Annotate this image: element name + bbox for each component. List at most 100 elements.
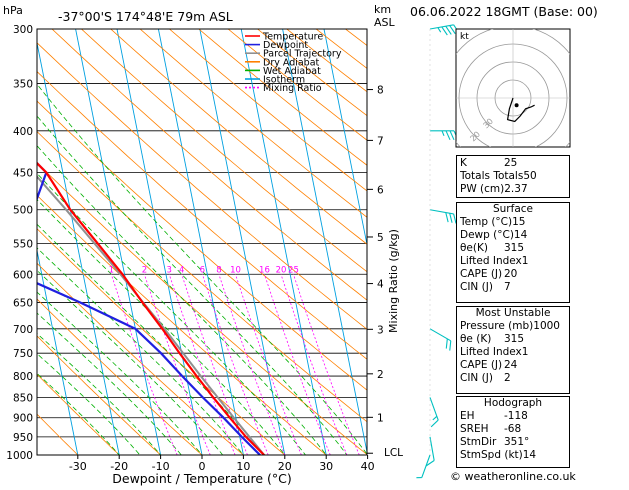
index-value: 1 [522, 255, 566, 268]
wind-barb [422, 397, 440, 426]
index-row: Dewp (°C)14 [457, 229, 569, 242]
mixing-ratio-label: 8 [216, 265, 221, 275]
legend-label: Mixing Ratio [263, 83, 322, 94]
wind-barb-staff [422, 455, 430, 478]
wind-barb-staff [430, 437, 434, 461]
storm-motion-marker [515, 103, 519, 107]
mixing-ratio-label: 6 [200, 265, 205, 275]
index-value: 14 [523, 449, 566, 462]
index-row: Pressure (mb)1000 [457, 320, 569, 333]
pressure-tick-label: 850 [13, 392, 33, 404]
index-value: 315 [504, 242, 566, 255]
pressure-unit-label: hPa [3, 4, 23, 17]
temp-tick-label: 40 [361, 460, 375, 473]
pressure-tick-label: 450 [13, 167, 33, 179]
wind-barb-flag [448, 213, 454, 223]
hodograph-unit: kt [460, 32, 469, 42]
section-title: Most Unstable [457, 307, 569, 320]
pressure-tick-label: 650 [13, 298, 33, 310]
dry-adiabat-line [0, 29, 409, 455]
x-axis-label: Dewpoint / Temperature (°C) [112, 471, 291, 486]
index-label: Lifted Index [460, 346, 522, 359]
index-value: 2 [504, 372, 566, 385]
pressure-tick-label: 400 [13, 126, 33, 138]
asl-label: ASL [374, 16, 396, 29]
index-label: EH [460, 410, 475, 423]
dry-adiabat-line [0, 29, 492, 455]
pressure-tick-label: 750 [13, 348, 33, 360]
wind-barb [430, 24, 459, 38]
wind-barb-flag [450, 131, 454, 140]
index-value: 1 [522, 346, 566, 359]
index-value: 24 [504, 359, 566, 372]
isotherm-line [76, 29, 161, 455]
km-tick-label: 3 [377, 324, 384, 336]
wind-barb-flag [444, 213, 450, 223]
index-value: 351° [504, 436, 566, 449]
index-value: -68 [504, 423, 566, 436]
chart-title: -37°00'S 174°48'E 79m ASL [58, 9, 233, 24]
wind-barb-half [416, 476, 421, 480]
index-row: CIN (J)2 [457, 372, 569, 385]
wind-barb [416, 453, 430, 479]
index-label: Temp (°C) [460, 216, 512, 229]
index-value: 20 [504, 268, 566, 281]
index-label: CAPE (J) [460, 359, 502, 372]
index-label: K [460, 157, 467, 170]
copyright-label: © weatheronline.co.uk [450, 470, 576, 483]
dry-adiabat-line [0, 29, 78, 455]
mixing-ratio-label: 10 [230, 265, 241, 275]
isotherm-line [117, 29, 202, 455]
pressure-tick-label: 550 [13, 238, 33, 250]
pressure-tick-label: 600 [13, 269, 33, 281]
index-value: 25 [504, 157, 566, 170]
mixing-ratio-line [219, 274, 285, 455]
index-label: StmDir [460, 436, 496, 449]
km-tick-label: 8 [377, 85, 384, 97]
mixing-ratio-label: 25 [288, 265, 299, 275]
index-value: 1000 [533, 320, 566, 333]
index-row: K 25 [457, 157, 569, 170]
pressure-tick-label: 700 [13, 324, 33, 336]
index-label: θe(K) [460, 242, 488, 255]
pressure-tick-label: 950 [13, 432, 33, 444]
index-row: PW (cm)2.37 [457, 183, 569, 196]
pressure-tick-label: 350 [13, 79, 33, 91]
index-label: Pressure (mb) [460, 320, 533, 333]
wind-barb [428, 210, 457, 224]
mixing-ratio-label: 3 [167, 265, 172, 275]
mixing-ratio-label: 2 [142, 265, 147, 275]
temp-tick-label: -30 [69, 460, 87, 473]
wind-barb-half [438, 27, 441, 32]
index-label: SREH [460, 423, 489, 436]
index-label: Lifted Index [460, 255, 522, 268]
index-label: StmSpd (kt) [460, 449, 523, 462]
km-tick-label: 2 [377, 369, 384, 381]
mixing-ratio-label: 16 [259, 265, 270, 275]
section-title: Surface [457, 203, 569, 216]
temp-tick-label: 30 [319, 460, 333, 473]
km-tick-label: 1 [377, 412, 384, 424]
index-label: θe (K) [460, 333, 491, 346]
km-tick-label: 5 [377, 232, 384, 244]
index-label: PW (cm) [460, 183, 504, 196]
wind-barb-flag [430, 420, 440, 427]
index-label: CAPE (J) [460, 268, 502, 281]
index-row: CIN (J)7 [457, 281, 569, 294]
km-tick-label: 7 [377, 135, 384, 147]
mixing-ratio-line [111, 274, 177, 455]
mixing-ratio-axis-label: Mixing Ratio (g/kg) [387, 229, 400, 333]
km-tick-label: 4 [377, 279, 384, 291]
index-row: SREH -68 [457, 423, 569, 436]
index-label: CIN (J) [460, 281, 493, 294]
index-value: 315 [504, 333, 566, 346]
index-row: θe (K) 315 [457, 333, 569, 346]
index-label: Totals Totals [460, 170, 523, 183]
pressure-tick-label: 1000 [6, 450, 33, 462]
index-row: CAPE (J)20 [457, 268, 569, 281]
index-value: 14 [514, 229, 566, 242]
